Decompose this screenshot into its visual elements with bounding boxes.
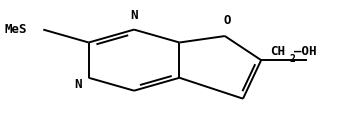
Text: O: O bbox=[223, 14, 231, 27]
Text: MeS: MeS bbox=[5, 23, 27, 36]
Text: 2: 2 bbox=[289, 53, 295, 64]
Text: N: N bbox=[130, 9, 138, 22]
Text: CH: CH bbox=[270, 45, 285, 58]
Text: N: N bbox=[74, 79, 82, 91]
Text: —OH: —OH bbox=[294, 45, 316, 58]
